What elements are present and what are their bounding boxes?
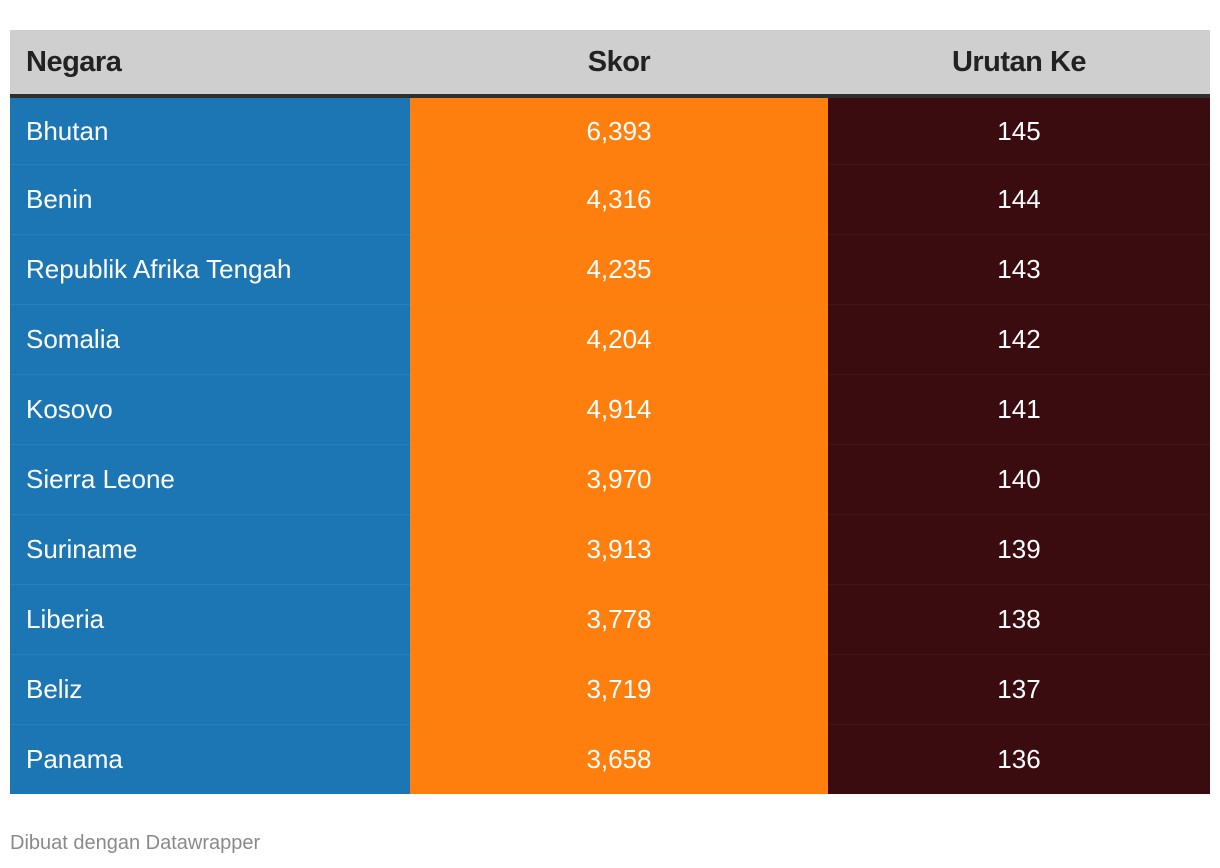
header-row: Negara Skor Urutan Ke bbox=[10, 30, 1210, 98]
cell-score: 3,719 bbox=[410, 654, 828, 725]
cell-rank: 136 bbox=[828, 724, 1210, 794]
country-score-table: Negara Skor Urutan Ke Bhutan 6,393 145 Beni… bbox=[10, 30, 1210, 794]
cell-score: 4,316 bbox=[410, 164, 828, 235]
cell-score: 3,970 bbox=[410, 444, 828, 515]
table-row: Suriname 3,913 139 bbox=[10, 514, 1210, 585]
cell-country: Beliz bbox=[10, 654, 410, 725]
table-header: Negara Skor Urutan Ke bbox=[10, 30, 1210, 98]
cell-rank: 138 bbox=[828, 584, 1210, 655]
cell-score: 4,204 bbox=[410, 304, 828, 375]
table-row: Somalia 4,204 142 bbox=[10, 304, 1210, 375]
cell-score: 4,914 bbox=[410, 374, 828, 445]
cell-rank: 141 bbox=[828, 374, 1210, 445]
table-row: Republik Afrika Tengah 4,235 143 bbox=[10, 234, 1210, 305]
cell-rank: 143 bbox=[828, 234, 1210, 305]
cell-score: 3,913 bbox=[410, 514, 828, 585]
cell-country: Benin bbox=[10, 164, 410, 235]
table-row: Bhutan 6,393 145 bbox=[10, 96, 1210, 165]
data-table-container: Negara Skor Urutan Ke Bhutan 6,393 145 Beni… bbox=[10, 30, 1210, 794]
cell-rank: 144 bbox=[828, 164, 1210, 235]
cell-score: 3,658 bbox=[410, 724, 828, 794]
cell-rank: 139 bbox=[828, 514, 1210, 585]
cell-rank: 145 bbox=[828, 96, 1210, 165]
cell-country: Kosovo bbox=[10, 374, 410, 445]
cell-score: 4,235 bbox=[410, 234, 828, 305]
cell-rank: 140 bbox=[828, 444, 1210, 515]
table-body: Bhutan 6,393 145 Benin 4,316 144 Republik Afri… bbox=[10, 96, 1210, 794]
cell-country: Somalia bbox=[10, 304, 410, 375]
table-row: Sierra Leone 3,970 140 bbox=[10, 444, 1210, 515]
table-row: Kosovo 4,914 141 bbox=[10, 374, 1210, 445]
cell-rank: 142 bbox=[828, 304, 1210, 375]
cell-country: Liberia bbox=[10, 584, 410, 655]
cell-score: 6,393 bbox=[410, 96, 828, 165]
cell-rank: 137 bbox=[828, 654, 1210, 725]
cell-country: Bhutan bbox=[10, 96, 410, 165]
datawrapper-credit: Dibuat dengan Datawrapper bbox=[10, 832, 261, 854]
table-row: Beliz 3,719 137 bbox=[10, 654, 1210, 725]
column-header-country[interactable]: Negara bbox=[10, 30, 410, 98]
cell-country: Panama bbox=[10, 724, 410, 794]
column-header-score[interactable]: Skor bbox=[410, 30, 828, 98]
cell-country: Suriname bbox=[10, 514, 410, 585]
table-row: Benin 4,316 144 bbox=[10, 164, 1210, 235]
table-row: Liberia 3,778 138 bbox=[10, 584, 1210, 655]
column-header-rank[interactable]: Urutan Ke bbox=[828, 30, 1210, 98]
cell-country: Sierra Leone bbox=[10, 444, 410, 515]
cell-score: 3,778 bbox=[410, 584, 828, 655]
cell-country: Republik Afrika Tengah bbox=[10, 234, 410, 305]
table-row: Panama 3,658 136 bbox=[10, 724, 1210, 794]
